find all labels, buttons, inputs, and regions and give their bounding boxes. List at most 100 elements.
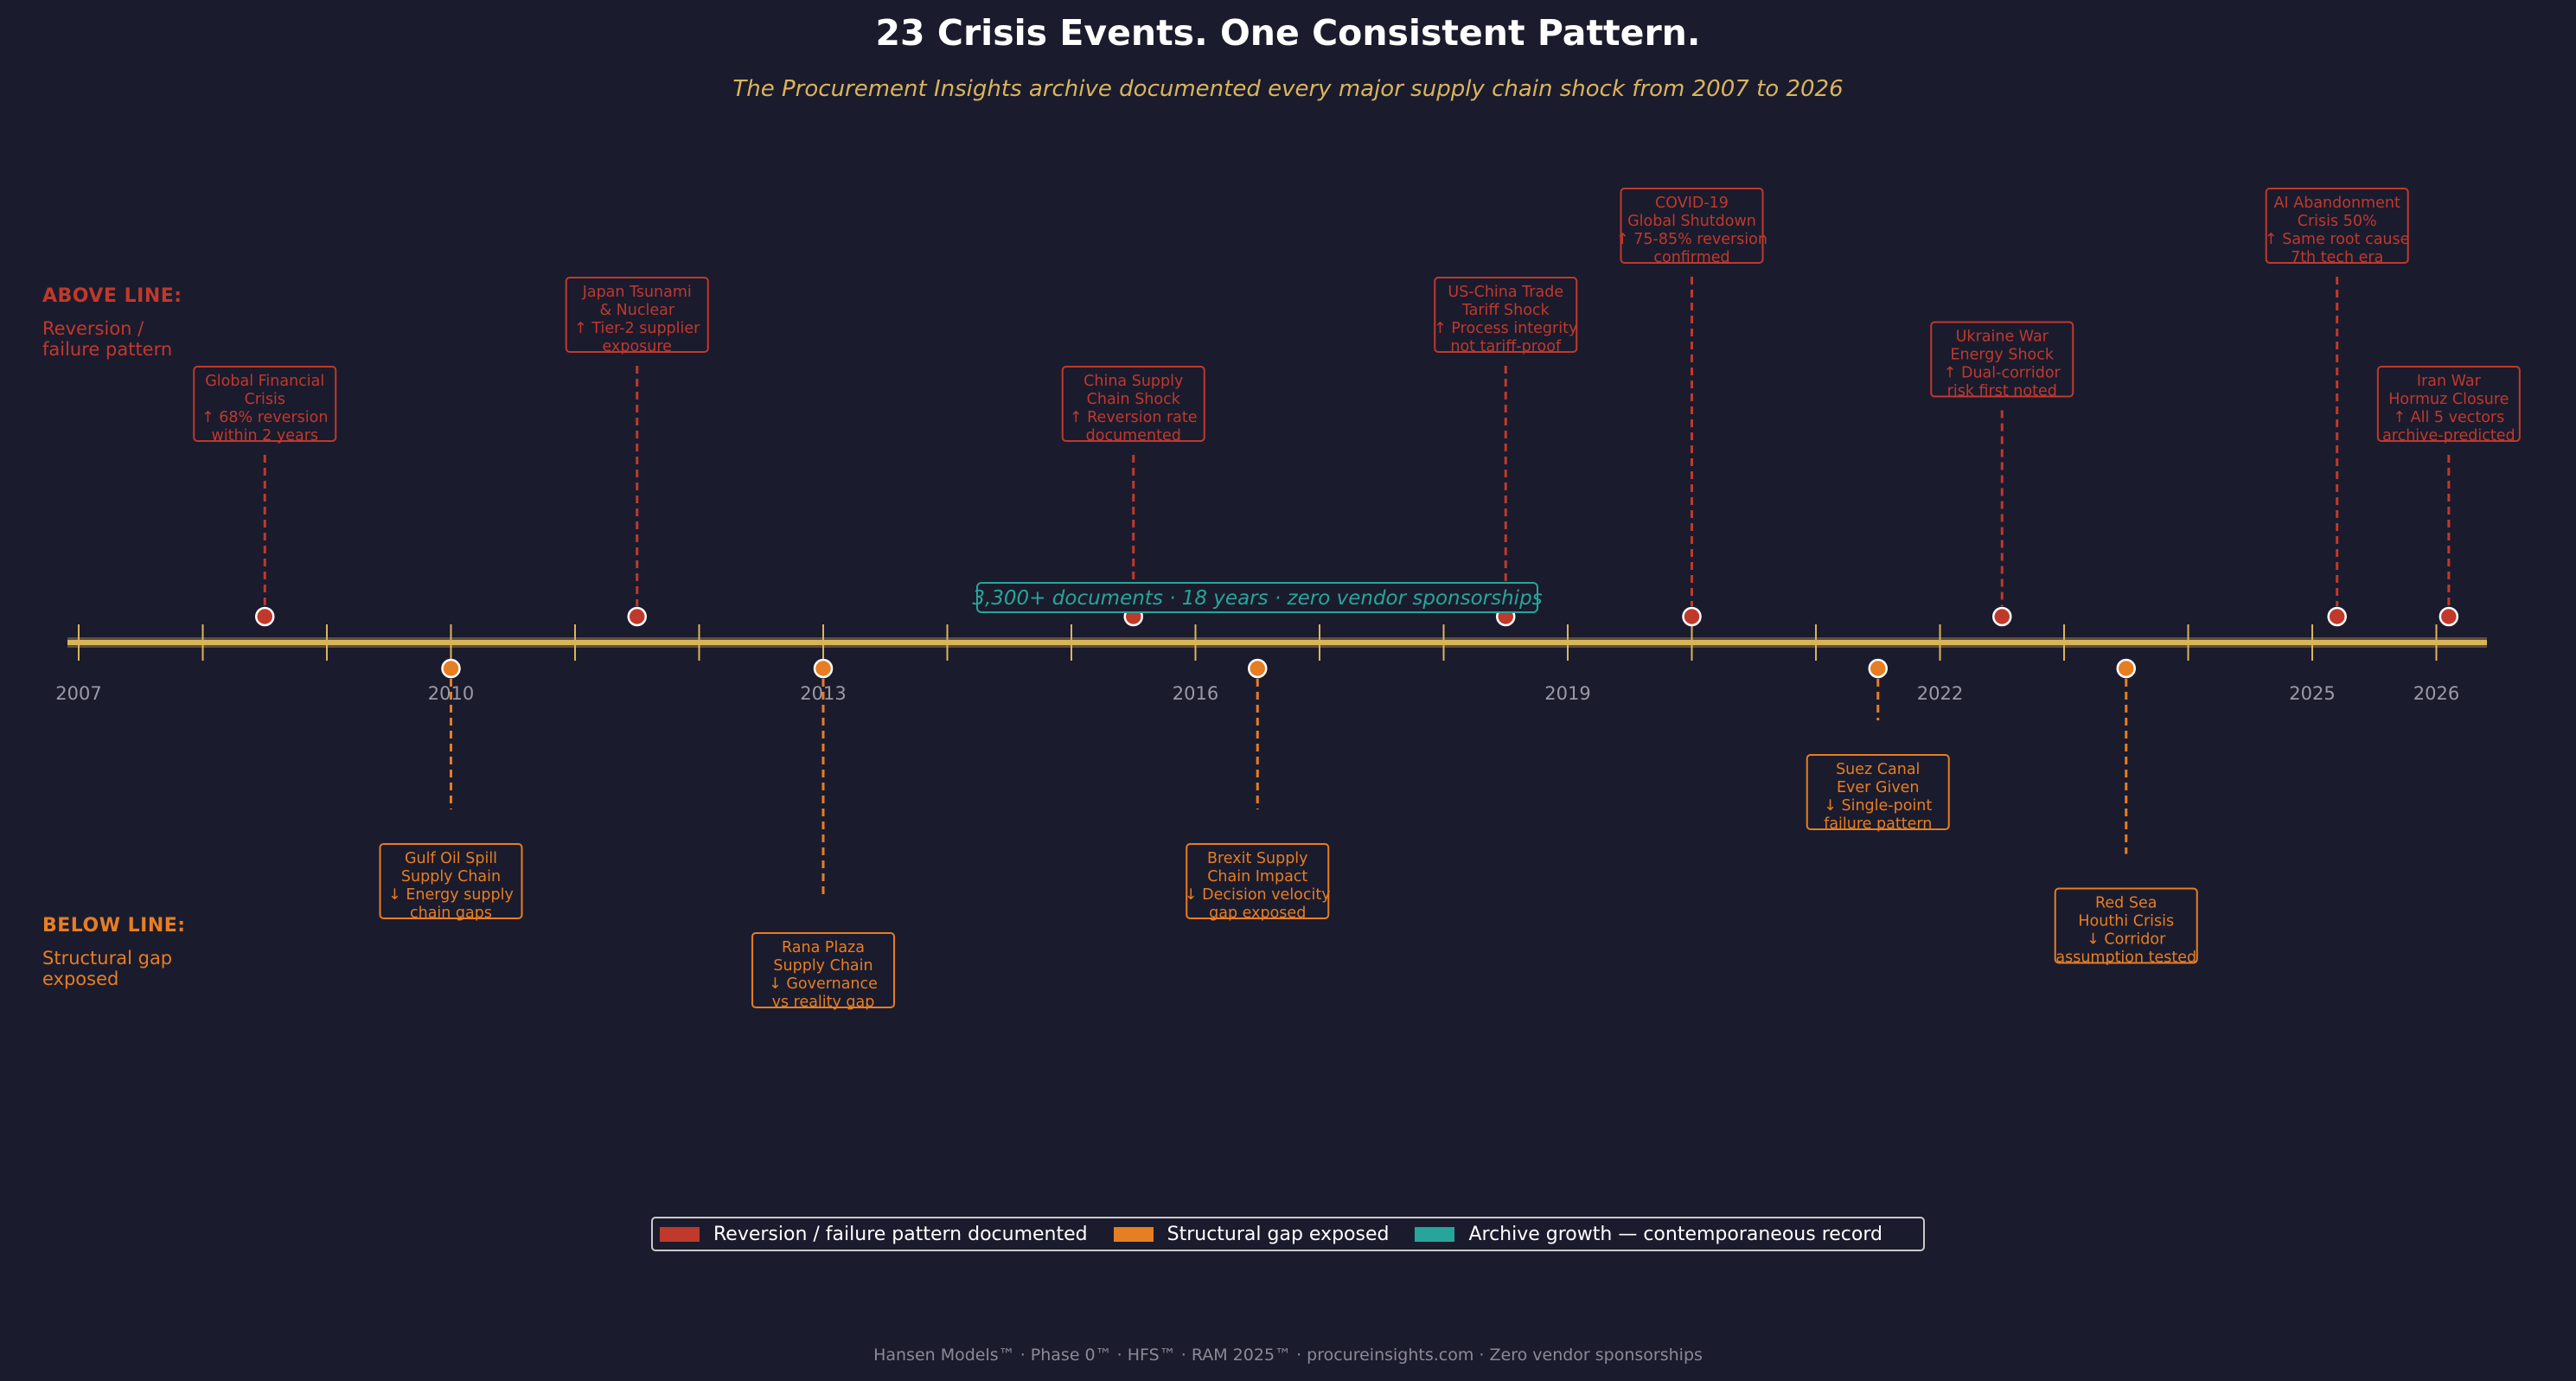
event-label-box — [1186, 843, 1330, 919]
event-label-line: Chain Shock — [1087, 391, 1181, 408]
archive-note-badge: 3,300+ documents · 18 years · zero vendo… — [972, 582, 1543, 613]
event-label-line: archive-predicted — [2382, 427, 2515, 444]
event-label-line: confirmed — [1653, 249, 1729, 266]
event-label-line: chain gaps — [410, 905, 492, 922]
event-label-box — [1806, 754, 1950, 830]
event-label-line: documented — [1086, 427, 1181, 444]
event-marker — [1682, 606, 1702, 627]
event-label-box — [2265, 188, 2409, 264]
below-line-description-line: exposed — [42, 969, 119, 989]
event-label-line: Gulf Oil Spill — [405, 850, 497, 867]
event-label-box — [1620, 188, 1764, 264]
event-label-line: Houthi Crisis — [2078, 913, 2174, 930]
event-label-line: ↑ Dual-corridor — [1944, 365, 2061, 382]
event-label-box — [1930, 321, 2074, 398]
event-label-line: Iran War — [2417, 373, 2482, 390]
event-label-line: ↑ Same root cause — [2265, 231, 2409, 248]
legend-label: Structural gap exposed — [1167, 1223, 1390, 1245]
event-label-box — [751, 932, 895, 1008]
event-label-line: Crisis 50% — [2298, 213, 2377, 230]
event-label-line: ↑ 68% reversion — [201, 409, 328, 426]
event-marker — [255, 606, 275, 627]
chart-title: 23 Crisis Events. One Consistent Pattern… — [875, 12, 1701, 54]
event-label-line: not tariff-proof — [1450, 338, 1562, 355]
year-label: 2007 — [55, 683, 101, 704]
event-label-line: US-China Trade — [1448, 284, 1563, 301]
event-label-line: China Supply — [1083, 373, 1183, 390]
event-label-line: ↓ Corridor — [2087, 931, 2166, 949]
event-label-line: Ukraine War — [1956, 329, 2049, 346]
event-label-line: assumption tested — [2055, 949, 2196, 967]
legend-label: Archive growth — contemporaneous record — [1468, 1223, 1882, 1245]
event-label-line: Global Shutdown — [1627, 213, 1756, 230]
event-label-line: Chain Impact — [1207, 868, 1307, 886]
event-marker — [2327, 606, 2347, 627]
event-label-line: Hormuz Closure — [2388, 391, 2509, 408]
legend-swatch-structural-gap — [1113, 1226, 1154, 1242]
event-label-line: vs reality gap — [772, 994, 875, 1011]
event-label-line: Red Sea — [2095, 895, 2157, 912]
above-line-description-line: Reversion / — [42, 318, 144, 339]
legend-item-structural-gap: Structural gap exposed — [1113, 1223, 1390, 1245]
event-marker — [813, 658, 834, 679]
event-marker — [1868, 658, 1888, 679]
legend-item-archive: Archive growth — contemporaneous record — [1415, 1224, 1882, 1245]
event-label-line: ↑ All 5 vectors — [2393, 409, 2504, 426]
year-labels: 20072010201320162019202220252026 — [55, 683, 2459, 704]
legend-label: Reversion / failure pattern documented — [713, 1223, 1088, 1245]
event-label-line: Rana Plaza — [782, 939, 865, 956]
event-label-line: AI Abandonment — [2274, 195, 2400, 212]
event-marker — [441, 658, 461, 679]
above-line-description-line: failure pattern — [42, 339, 173, 360]
legend-swatch-archive — [1415, 1226, 1455, 1242]
legend-item-reversion: Reversion / failure pattern documented — [660, 1224, 1088, 1245]
event-label-line: risk first noted — [1947, 383, 2057, 400]
legend: Reversion / failure pattern documented S… — [651, 1217, 1925, 1251]
event-label-line: ↑ Reversion rate — [1070, 409, 1198, 426]
event-label-line: Crisis — [245, 391, 285, 408]
above-line-description: Reversion / failure pattern — [42, 318, 267, 360]
event-label-line: failure pattern — [1824, 815, 1932, 833]
event-label-box — [193, 366, 337, 442]
event-label-line: Global Financial — [205, 373, 324, 390]
event-label-line: gap exposed — [1209, 905, 1306, 922]
event-label-line: ↓ Governance — [769, 975, 878, 993]
below-line-description: Structural gap exposed — [42, 948, 267, 989]
event-label-line: ↑ 75-85% reversion — [1616, 231, 1767, 248]
event-label-line: Japan Tsunami — [582, 284, 692, 301]
event-label-line: & Nuclear — [599, 302, 674, 319]
event-label-box — [1434, 277, 1578, 353]
year-label: 2026 — [2413, 683, 2459, 704]
year-label: 2025 — [2289, 683, 2335, 704]
event-label-line: within 2 years — [212, 427, 319, 444]
event-marker — [1248, 658, 1268, 679]
below-line-description-line: Structural gap — [42, 948, 173, 969]
below-line-heading: BELOW LINE: — [42, 915, 186, 937]
event-label-line: ↓ Energy supply — [388, 886, 514, 904]
event-label-line: Tariff Shock — [1461, 302, 1550, 319]
event-marker — [2116, 658, 2136, 679]
event-label-box — [565, 277, 709, 353]
event-label-line: Supply Chain — [773, 957, 873, 975]
footer: Hansen Models™ · Phase 0™ · HFS™ · RAM 2… — [873, 1346, 1703, 1365]
event-label-line: ↓ Single-point — [1824, 797, 1932, 815]
year-label: 2019 — [1544, 683, 1590, 704]
event-label-line: Ever Given — [1837, 779, 1920, 796]
event-label-line: ↑ Tier-2 supplier — [574, 320, 700, 337]
event-label-line: ↑ Process integrity — [1434, 320, 1577, 337]
event-marker — [1992, 606, 2012, 627]
event-label-box — [1061, 366, 1205, 442]
event-label-line: Supply Chain — [401, 868, 501, 886]
year-label: 2022 — [1917, 683, 1963, 704]
event-label-box — [379, 843, 523, 919]
